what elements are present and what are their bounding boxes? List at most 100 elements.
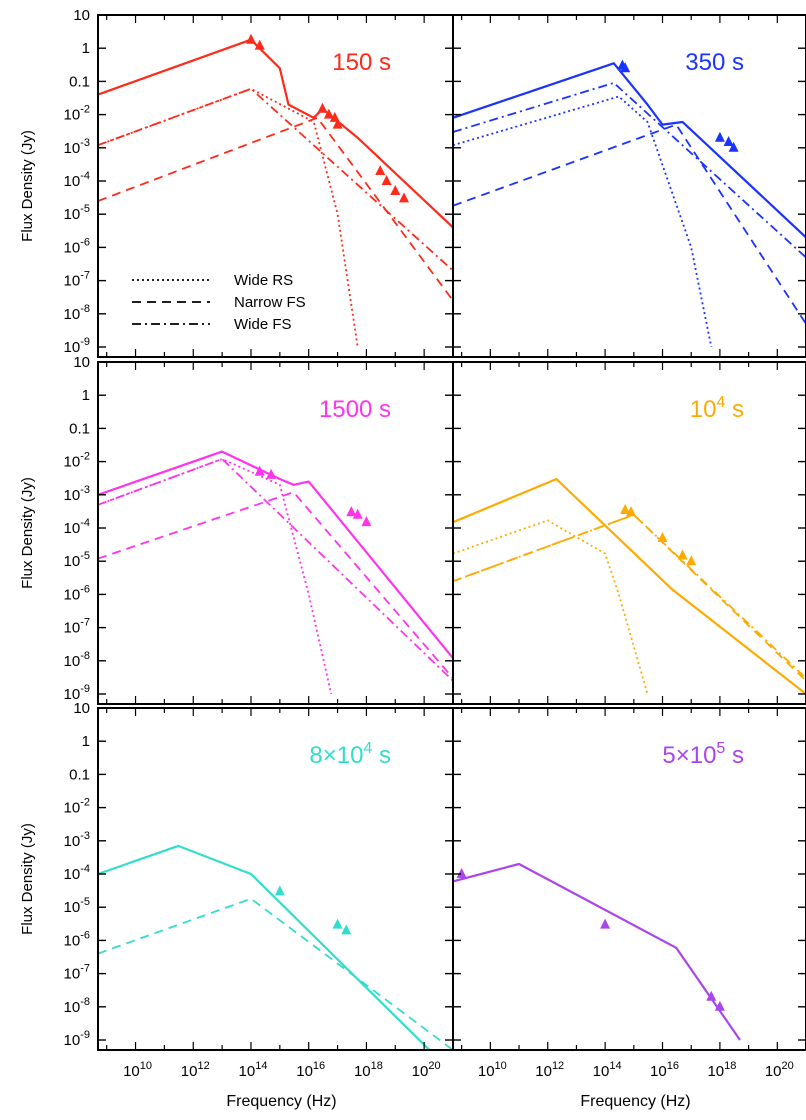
series-wide-fs <box>453 82 806 259</box>
y-tick-label: 10-2 <box>64 451 90 471</box>
y-tick-label: 10-5 <box>64 550 90 570</box>
y-tick-label: 10 <box>73 7 90 24</box>
data-point <box>254 465 265 476</box>
tick-exponent: 20 <box>782 1060 794 1072</box>
label-base: 8×10 <box>309 742 363 769</box>
label-base: 5×10 <box>662 742 716 769</box>
tick-exponent: 14 <box>609 1060 621 1072</box>
tick-exponent: -3 <box>80 484 90 496</box>
y-tick-label: 10-7 <box>64 963 90 983</box>
x-tick-label: 1012 <box>181 1060 210 1080</box>
x-tick-label: 1016 <box>650 1060 679 1080</box>
tick-exponent: 10 <box>495 1060 507 1072</box>
tick-exponent: -2 <box>80 797 90 809</box>
y-tick-label: 10-6 <box>64 236 90 256</box>
data-point <box>266 468 277 479</box>
tick-exponent: -6 <box>80 236 90 248</box>
y-tick-label: 10-6 <box>64 929 90 949</box>
label-base: 10 <box>690 396 717 423</box>
y-tick-label: 10-8 <box>64 650 90 670</box>
tick-exponent: -8 <box>80 996 90 1008</box>
tick-base: 10 <box>64 273 81 290</box>
tick-base: 10 <box>64 586 81 603</box>
tick-base: 10 <box>64 306 81 323</box>
data-point <box>341 924 352 935</box>
tick-base: 10 <box>478 1063 495 1080</box>
tick-exponent: -6 <box>80 583 90 595</box>
data-point <box>375 165 386 176</box>
x-axis-label: Frequency (Hz) <box>580 1093 690 1110</box>
tick-exponent: -4 <box>80 170 90 182</box>
tick-base: 10 <box>354 1063 371 1080</box>
tick-base: 10 <box>64 966 81 983</box>
tick-exponent: 12 <box>197 1060 209 1072</box>
data-point <box>352 508 363 519</box>
label-unit: s <box>725 396 744 423</box>
tick-exponent: -7 <box>80 270 90 282</box>
series-wide-rs <box>453 519 649 695</box>
data-point <box>706 990 717 1001</box>
data-point <box>323 108 334 119</box>
tick-exponent: -5 <box>80 896 90 908</box>
data-point <box>620 503 631 514</box>
panel-time-label: 150 s <box>332 49 391 76</box>
series-narrow-fs <box>98 116 453 302</box>
y-tick-label: 10-7 <box>64 270 90 290</box>
tick-base: 10 <box>64 686 81 703</box>
tick-exponent: -9 <box>80 336 90 348</box>
x-tick-label: 1016 <box>296 1060 325 1080</box>
x-tick-label: 1010 <box>478 1060 507 1080</box>
tick-base: 10 <box>64 140 81 157</box>
y-tick-label: 1 <box>82 733 90 750</box>
series-wide-fs <box>98 87 453 272</box>
panel-time-label: 104 s <box>690 394 744 423</box>
y-tick-label: 10-5 <box>64 203 90 223</box>
data-point <box>723 135 734 146</box>
tick-base: 10 <box>64 553 81 570</box>
y-tick-label: 10-7 <box>64 617 90 637</box>
tick-exponent: -6 <box>80 929 90 941</box>
tick-base: 10 <box>64 454 81 471</box>
data-point <box>254 39 265 50</box>
x-tick-label: 1010 <box>123 1060 152 1080</box>
series-wide-fs <box>98 458 453 682</box>
tick-base: 10 <box>123 1063 140 1080</box>
panel-3 <box>98 450 453 695</box>
data-point <box>361 516 372 527</box>
tick-base: 10 <box>64 1032 81 1049</box>
y-tick-label: 10-3 <box>64 484 90 504</box>
series-narrow-fs <box>98 491 453 679</box>
panel-1 <box>98 33 453 348</box>
legend-label: Narrow FS <box>234 294 306 311</box>
data-point <box>346 506 357 517</box>
series-total <box>98 844 432 1050</box>
tick-base: 10 <box>64 173 81 190</box>
y-tick-label: 10-4 <box>64 517 90 537</box>
tick-exponent: -9 <box>80 1029 90 1041</box>
series-total <box>98 450 453 659</box>
tick-exponent: 10 <box>140 1060 152 1072</box>
data-point <box>381 175 392 186</box>
y-tick-label: 0.1 <box>69 420 90 437</box>
x-tick-label: 1012 <box>535 1060 564 1080</box>
series-wide-rs <box>453 95 713 348</box>
tick-exponent: -4 <box>80 517 90 529</box>
tick-base: 10 <box>64 487 81 504</box>
y-tick-label: 10-9 <box>64 683 90 703</box>
tick-exponent: 14 <box>255 1060 267 1072</box>
y-tick-label: 10-4 <box>64 170 90 190</box>
panel-time-label: 1500 s <box>319 396 391 423</box>
tick-base: 10 <box>296 1063 313 1080</box>
tick-base: 10 <box>535 1063 552 1080</box>
y-tick-label: 1 <box>82 40 90 57</box>
tick-exponent: -3 <box>80 137 90 149</box>
x-tick-label: 1018 <box>707 1060 736 1080</box>
series-narrow-fs <box>98 897 453 1050</box>
panel-time-label: 8×104 s <box>309 740 391 769</box>
x-tick-label: 1014 <box>239 1060 268 1080</box>
y-tick-label: 10-9 <box>64 336 90 356</box>
y-tick-label: 10-2 <box>64 797 90 817</box>
data-point <box>677 549 688 560</box>
tick-exponent: 18 <box>371 1060 383 1072</box>
y-tick-label: 10 <box>73 354 90 371</box>
